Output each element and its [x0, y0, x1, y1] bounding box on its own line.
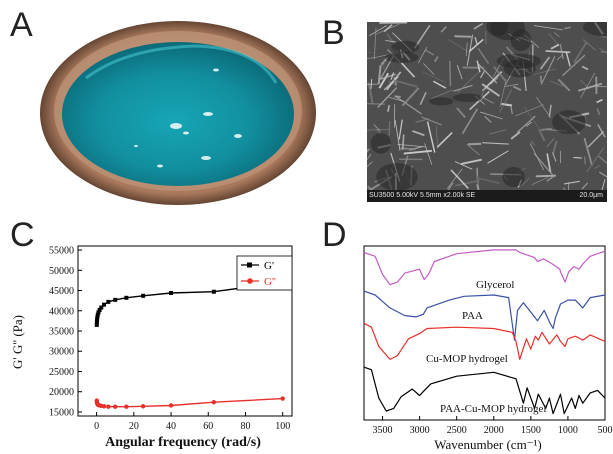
chart-d-xtick-label: 500: [598, 425, 613, 436]
label-paa-cu-mop-hydrogel: PAA-Cu-MOP hydrogel: [440, 403, 546, 415]
chart-c-point-gdoubleprime: [211, 400, 217, 405]
chart-c-ytick-label: 30000: [49, 347, 74, 358]
chart-c-point-gprime: [106, 299, 111, 304]
chart-c-point-gprime: [211, 289, 216, 294]
rheology-chart: 0 20 40 60 80 100 15000 20000 25000 30000 35000 400…: [10, 245, 293, 450]
chart-c-ytick-label: 50000: [49, 266, 74, 277]
chart-c-ytick-label: 40000: [49, 306, 74, 317]
chart-c-point-gdoubleprime: [106, 404, 111, 409]
chart-d-line-cu-mop-hydrogel: [363, 322, 606, 361]
chart-c-point-gdoubleprime: [124, 404, 129, 409]
sem-caption: SU3500 5.00kV 5.5mm x2.00k SE: [369, 192, 476, 199]
panel-label-d: D: [322, 216, 347, 254]
chart-c-point-gprime: [95, 312, 100, 317]
chart-c-point-gdoubleprime: [101, 404, 107, 409]
chart-c-ytick-label: 20000: [49, 387, 74, 398]
chart-c-xtick-label: 20: [129, 421, 139, 432]
panel-label-b: B: [322, 14, 345, 52]
hydrogel-dish-photo: [36, 8, 321, 208]
chart-c-point-gprime: [99, 305, 104, 310]
chart-c-xtick-label: 40: [166, 421, 176, 432]
sem-image: SU3500 5.00kV 5.5mm x2.00k SE 20.0μm: [367, 22, 607, 202]
chart-d-line-paa-cu-mop-hydrogel: [363, 366, 606, 415]
legend-gdoubleprime: G'': [264, 276, 276, 288]
chart-d-xtick-label: 1500: [521, 425, 541, 436]
chart-c-point-gprime: [124, 295, 129, 300]
chart-d-xtick-label: 3500: [373, 425, 393, 436]
chart-c-point-gprime: [102, 302, 107, 307]
chart-c-point-gprime: [94, 322, 99, 327]
sem-scale-label: 20.0μm: [579, 192, 604, 199]
chart-c-point-gdoubleprime: [140, 404, 146, 409]
sem-info-bar: SU3500 5.00kV 5.5mm x2.00k SE 20.0μm: [367, 190, 607, 202]
label-paa: PAA: [462, 310, 483, 322]
label-glycerol: Glycerol: [476, 279, 514, 291]
chart-c-point-gdoubleprime: [280, 396, 285, 401]
label-cu-mop-hydrogel: Cu-MOP hydrogel: [426, 353, 508, 365]
chart-c-xtick-label: 60: [203, 421, 213, 432]
chart-d-xtick-label: 2500: [447, 425, 467, 436]
chart-c-point-gprime: [97, 307, 102, 312]
legend-gprime: G': [264, 260, 274, 272]
chart-c-ytick-label: 55000: [49, 246, 74, 257]
chart-c-point-gdoubleprime: [168, 403, 174, 408]
chart-c-xtick-label: 100: [275, 421, 290, 432]
chart-d-xtick-label: 1000: [558, 425, 578, 436]
ftir-chart: 3500 3000 2500 2000 1500 1000 500 Glycerol PAA…: [363, 245, 613, 452]
chart-c-xtick-label: 80: [240, 421, 250, 432]
chart-d-xlabel: Wavenumber (cm⁻¹): [434, 437, 542, 452]
chart-c-ytick-label: 35000: [49, 327, 74, 338]
chart-c-point-gprime: [113, 297, 118, 302]
panel-label-c: C: [10, 216, 35, 254]
chart-c-xtick-label: 0: [94, 421, 99, 432]
chart-c-point-gdoubleprime: [113, 404, 118, 409]
chart-c-point-gprime: [94, 320, 99, 325]
chart-c-point-gprime: [169, 290, 174, 295]
chart-c-ytick-label: 25000: [49, 367, 74, 378]
chart-c-point-gprime: [95, 315, 100, 320]
chart-c-ytick-label: 15000: [49, 407, 74, 418]
chart-d-line-glycerol: [363, 249, 606, 286]
chart-d-line-paa: [363, 290, 606, 341]
panel-label-a: A: [10, 6, 33, 44]
chart-c-legend: G' G'': [236, 255, 293, 291]
chart-d-frame: [363, 245, 606, 421]
chart-d-xtick-label: 3000: [410, 425, 430, 436]
chart-c-ylabel: G' G'' (Pa): [10, 315, 25, 369]
chart-c-point-gprime: [96, 310, 101, 315]
chart-c-xlabel: Angular frequency (rad/s): [105, 435, 261, 450]
chart-d-xtick-label: 2000: [484, 425, 504, 436]
chart-c-point-gprime: [95, 317, 100, 322]
chart-c-ytick-label: 45000: [49, 286, 74, 297]
chart-c-point-gprime: [141, 293, 146, 298]
